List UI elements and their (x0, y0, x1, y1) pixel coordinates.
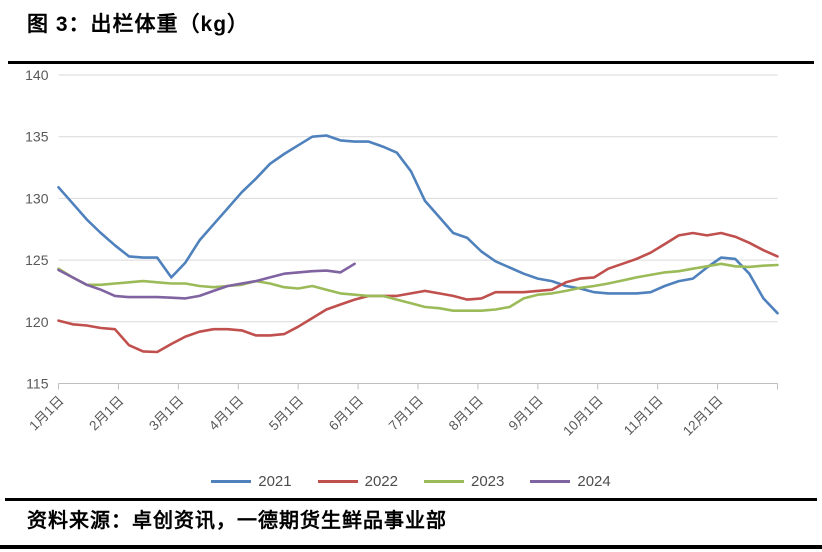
y-tick-label: 140 (25, 67, 49, 83)
y-tick-label: 120 (25, 314, 49, 330)
x-tick-label: 8月1日 (446, 393, 486, 433)
legend-line-swatch-2024 (530, 479, 571, 483)
x-tick-label: 5月1日 (266, 393, 306, 433)
figure-title: 图 3：出栏体重（kg） (27, 13, 250, 36)
chart-legend: 2021 2022 2023 2024 (0, 469, 822, 493)
x-tick-label: 4月1日 (206, 393, 246, 433)
series-line-2021 (57, 134, 779, 315)
legend-line-swatch-2023 (424, 479, 464, 483)
source-note: 资料来源：卓创资讯，一德期货生鲜品事业部 (27, 510, 447, 532)
legend-item-2021: 2021 (211, 472, 292, 490)
x-tick-label: 10月1日 (560, 393, 606, 439)
legend-label-2021: 2021 (258, 472, 292, 490)
x-tick-label: 1月1日 (26, 393, 66, 433)
y-tick-label: 130 (25, 190, 49, 206)
x-tick-label: 9月1日 (506, 393, 546, 433)
legend-line-swatch-2022 (317, 479, 358, 483)
legend-label-2024: 2024 (577, 472, 611, 490)
legend-item-2023: 2023 (424, 473, 504, 490)
series-line-2022 (57, 231, 779, 354)
x-tick-label: 2月1日 (86, 393, 126, 433)
y-tick-label: 135 (25, 129, 49, 145)
legend-item-2022: 2022 (317, 472, 398, 490)
x-tick-label: 11月1日 (621, 393, 666, 438)
x-tick-label: 3月1日 (146, 393, 186, 433)
x-tick-label: 12月1日 (680, 393, 726, 439)
divider-top (8, 61, 814, 64)
series-line-2023 (57, 262, 779, 312)
legend-label-2023: 2023 (471, 472, 505, 490)
divider-bottom (0, 545, 822, 549)
legend-label-2022: 2022 (364, 472, 398, 490)
x-tick-label: 6月1日 (326, 393, 366, 433)
legend-line-swatch-2021 (211, 479, 252, 483)
y-tick-label: 125 (25, 252, 49, 268)
legend-item-2024: 2024 (530, 472, 611, 490)
x-tick-label: 7月1日 (386, 393, 426, 433)
series-line-2024 (57, 262, 356, 300)
divider-mid (5, 498, 817, 501)
y-tick-label: 115 (26, 376, 49, 392)
